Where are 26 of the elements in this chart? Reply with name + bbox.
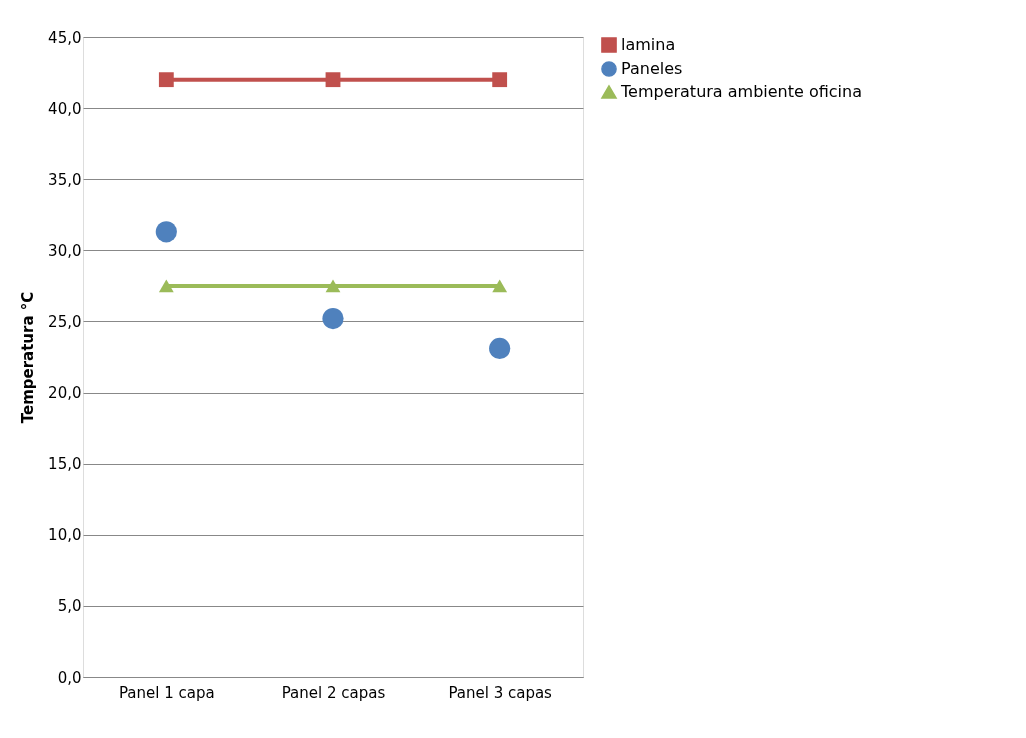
y-tick-label: 40,0 [48,99,82,118]
x-tick-label: Panel 2 capas [281,683,386,702]
point [158,72,174,88]
y-tick-label: 5,0 [57,597,82,616]
y-tick-label: 45,0 [48,28,82,47]
legend-label: Paneles [621,59,683,78]
legend-label: lamina [621,35,676,54]
y-tick-label: 10,0 [48,526,82,545]
point [325,72,341,88]
point [322,308,344,330]
x-tick-label: Panel 3 capas [448,683,553,702]
point [492,72,508,88]
y-tick-label: 30,0 [48,241,82,260]
y-tick-label: 35,0 [48,170,82,189]
legend-label: Temperatura ambiente oficina [620,82,862,101]
y-tick-label: 0,0 [57,668,82,687]
y-tick-label: 20,0 [48,384,82,403]
x-tick-label: Panel 1 capa [118,683,215,702]
point [489,337,511,360]
point [325,279,341,293]
point [492,279,508,293]
y-tick-label: 15,0 [48,455,82,474]
point [155,221,177,243]
y-tick-label: 25,0 [48,312,82,331]
y-axis-title: Temperatura °C [19,291,38,424]
point [158,279,174,293]
